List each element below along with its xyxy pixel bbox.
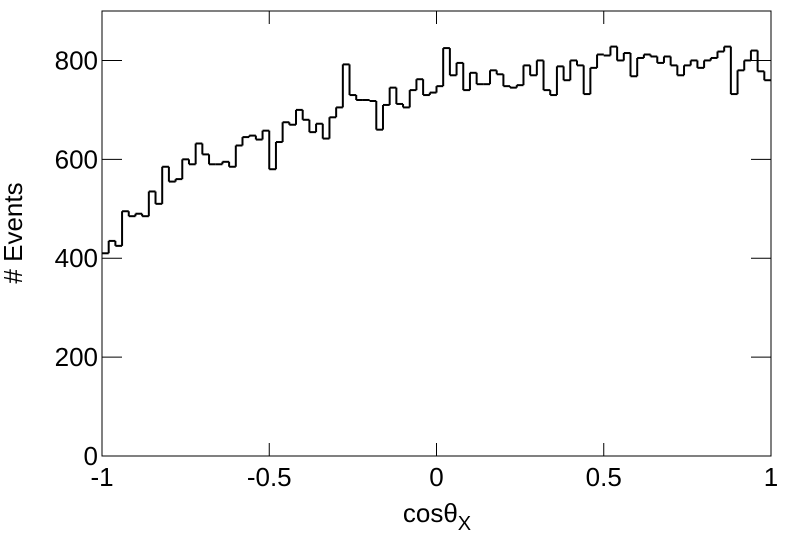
x-tick-label: 0	[429, 462, 443, 492]
x-tick-label: -1	[90, 462, 113, 492]
y-tick-label: 800	[55, 45, 98, 75]
y-tick-label: 0	[84, 441, 98, 471]
x-tick-label: 1	[764, 462, 778, 492]
x-tick-label: 0.5	[586, 462, 622, 492]
plot-frame	[101, 10, 772, 457]
x-axis-label: cosθX	[403, 498, 471, 531]
y-tick-label: 400	[55, 243, 98, 273]
x-axis-label-subscript: X	[458, 513, 471, 531]
y-tick-label: 200	[55, 342, 98, 372]
x-tick-label: -0.5	[247, 462, 292, 492]
y-tick-label: 600	[55, 144, 98, 174]
x-axis-label-main: cosθ	[403, 498, 458, 528]
y-axis-label: # Events	[0, 182, 28, 283]
histogram-connectors	[107, 46, 766, 254]
